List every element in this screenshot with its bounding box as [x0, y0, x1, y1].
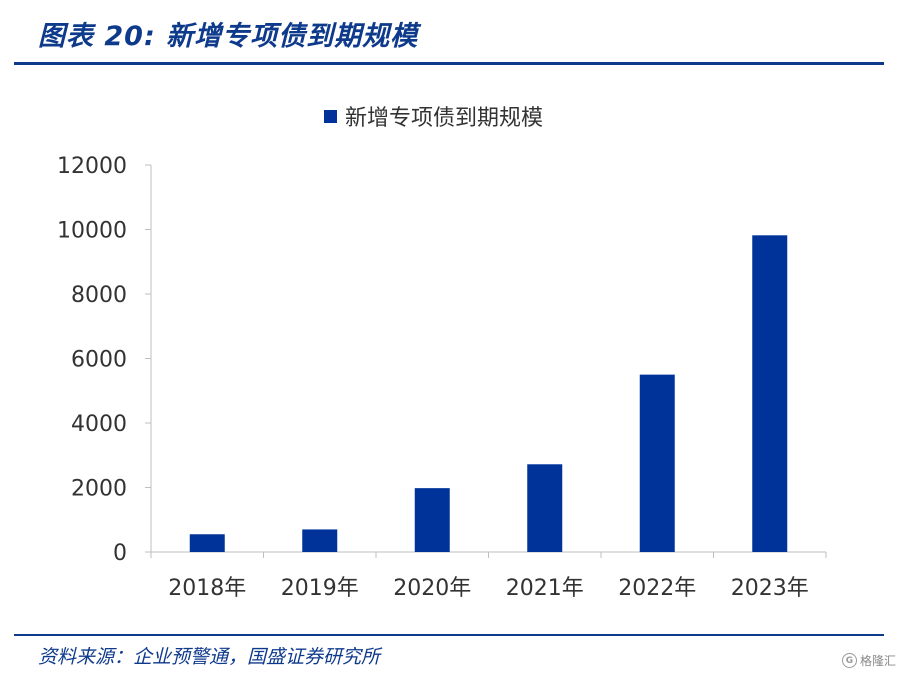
bar-2020年 [414, 488, 450, 552]
x-tick-label: 2019年 [281, 576, 359, 601]
bar-2023年 [752, 235, 788, 552]
x-tick-label: 2021年 [506, 576, 584, 601]
bar-series [189, 235, 788, 552]
legend-swatch [324, 110, 337, 123]
bar-2019年 [302, 529, 338, 552]
watermark: G 格隆汇 [841, 652, 896, 669]
watermark-text: 格隆汇 [859, 654, 896, 668]
y-tick-label: 8000 [71, 283, 127, 308]
y-tick-label: 10000 [57, 219, 127, 244]
bar-2022年 [639, 374, 675, 552]
x-tick-label: 2020年 [393, 576, 471, 601]
y-tick-label: 0 [113, 541, 127, 566]
bar-chart: 新增专项债到期规模 0 2000 4000 6000 8000 10000 12000 20… [57, 106, 827, 601]
y-tick-label: 4000 [71, 412, 127, 437]
chart-legend: 新增专项债到期规模 [324, 106, 543, 131]
source-note: 资料来源：企业预警通，国盛证券研究所 [38, 646, 381, 668]
y-tick-label: 6000 [71, 348, 127, 373]
legend-label: 新增专项债到期规模 [345, 106, 543, 131]
y-axis: 0 2000 4000 6000 8000 10000 12000 [57, 154, 152, 566]
watermark-logo-icon: G [841, 653, 857, 668]
footer-rule [14, 634, 884, 636]
bar-2018年 [189, 534, 225, 552]
x-tick-label: 2018年 [168, 576, 246, 601]
bar-2021年 [527, 464, 563, 552]
header-rule [14, 62, 884, 65]
x-tick-label: 2022年 [618, 576, 696, 601]
y-tick-label: 2000 [71, 477, 127, 502]
figure-title: 图表 20: 新增专项债到期规模 [38, 21, 419, 52]
x-tick-label: 2023年 [731, 576, 809, 601]
x-axis: 2018年 2019年 2020年 2021年 2022年 2023年 [150, 551, 827, 601]
y-tick-label: 12000 [57, 154, 127, 179]
